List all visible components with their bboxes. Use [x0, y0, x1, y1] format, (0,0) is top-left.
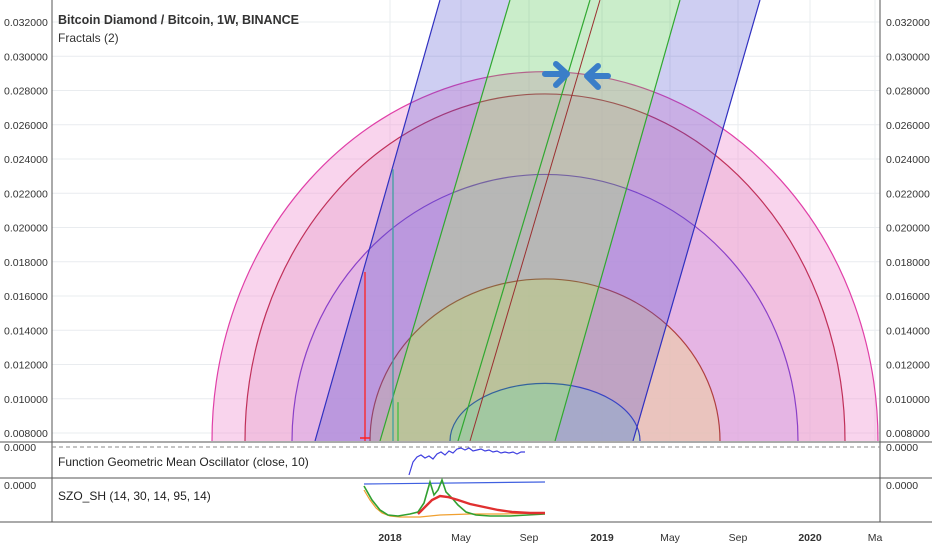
- y-tick-label-right: 0.024000: [886, 154, 930, 166]
- channel-band: [555, 0, 760, 441]
- oscillator2-pane[interactable]: 0.0000 0.0000: [4, 477, 918, 518]
- osc2-green-line: [363, 477, 546, 517]
- fib-arc-line: [449, 382, 641, 441]
- fib-arc-line: [291, 173, 799, 441]
- x-tick-label: 2020: [798, 532, 822, 544]
- y-tick-label-left: 0.010000: [4, 394, 48, 406]
- y-tick-label-left: 0.030000: [4, 51, 48, 63]
- fib-arc-fill: [370, 278, 720, 441]
- channel-band: [315, 0, 510, 441]
- price-grid: [52, 0, 880, 441]
- y-tick-label-left: 0.026000: [4, 120, 48, 132]
- y-tick-label-left: 0.012000: [4, 360, 48, 372]
- channel-center-line: [469, 0, 601, 441]
- arrow-right-icon: [542, 61, 570, 88]
- oscillator1-pane[interactable]: 0.0000 0.0000: [4, 442, 918, 476]
- oscillator1-label[interactable]: Function Geometric Mean Oscillator (clos…: [58, 455, 309, 469]
- arrow-left-icon: [584, 63, 611, 90]
- y-tick-label-right: 0.012000: [886, 360, 930, 372]
- annotation-arrows[interactable]: [542, 61, 611, 90]
- y-tick-label-right: 0.010000: [886, 394, 930, 406]
- y-tick-label-right: 0.018000: [886, 257, 930, 269]
- y-tick-label-right: 0.020000: [886, 223, 930, 235]
- y-tick-label-right: 0.032000: [886, 17, 930, 29]
- oscillator2-label[interactable]: SZO_SH (14, 30, 14, 95, 14): [58, 489, 211, 503]
- y-tick-label-right: 0.016000: [886, 291, 930, 303]
- channel-line: [379, 0, 511, 441]
- fib-arc-line: [244, 93, 846, 441]
- y-tick-label-right: 0.026000: [886, 120, 930, 132]
- osc1-right-scale-label: 0.0000: [886, 442, 918, 454]
- x-tick-label: Ma: [868, 532, 883, 544]
- osc2-orange-line: [363, 489, 546, 518]
- osc2-blue-level: [363, 481, 546, 485]
- y-tick-label-left: 0.008000: [4, 428, 48, 440]
- fib-speed-arcs[interactable]: [211, 71, 879, 441]
- price-axis[interactable]: 0.008000 0.008000 0.010000 0.010000 0.012000…: [4, 17, 930, 440]
- y-tick-label-left: 0.024000: [4, 154, 48, 166]
- y-tick-label-left: 0.016000: [4, 291, 48, 303]
- y-tick-label-left: 0.028000: [4, 86, 48, 98]
- x-tick-label: 2019: [590, 532, 614, 544]
- channel-band: [380, 0, 590, 441]
- y-tick-label-left: 0.018000: [4, 257, 48, 269]
- y-tick-label-left: 0.032000: [4, 17, 48, 29]
- x-tick-label: May: [660, 532, 681, 544]
- channel-line: [314, 0, 441, 441]
- y-tick-label-left: 0.022000: [4, 188, 48, 200]
- study-label-fractals[interactable]: Fractals (2): [58, 31, 119, 45]
- y-tick-label-right: 0.028000: [886, 86, 930, 98]
- main-pane-background[interactable]: [0, 0, 880, 441]
- channel-band: [458, 0, 680, 441]
- price-series: [360, 169, 399, 441]
- fib-arc-fill: [292, 174, 798, 441]
- osc2-right-scale-label: 0.0000: [886, 480, 918, 492]
- channel-line: [632, 0, 761, 441]
- symbol-title[interactable]: Bitcoin Diamond / Bitcoin, 1W, BINANCE: [58, 13, 299, 27]
- y-tick-label-left: 0.020000: [4, 223, 48, 235]
- osc1-blue-line: [408, 447, 525, 476]
- x-tick-label: 2018: [378, 532, 402, 544]
- y-tick-label-right: 0.014000: [886, 325, 930, 337]
- fib-arc-fill: [245, 93, 845, 441]
- channel-line: [554, 0, 681, 441]
- time-axis[interactable]: 2018 May Sep 2019 May Sep 2020 Ma: [378, 532, 882, 544]
- y-tick-label-right: 0.030000: [886, 51, 930, 63]
- x-tick-label: Sep: [729, 532, 748, 544]
- y-tick-label-left: 0.014000: [4, 325, 48, 337]
- fib-arc-line: [369, 278, 721, 441]
- osc1-left-scale-label: 0.0000: [4, 442, 36, 454]
- y-tick-label-right: 0.008000: [886, 428, 930, 440]
- parallel-channel[interactable]: [314, 0, 761, 441]
- osc2-red-line: [417, 494, 545, 515]
- fib-arc-fill: [212, 71, 879, 441]
- y-tick-label-right: 0.022000: [886, 188, 930, 200]
- x-tick-label: May: [451, 532, 472, 544]
- osc2-left-scale-label: 0.0000: [4, 480, 36, 492]
- fib-arc-fill: [450, 383, 640, 441]
- x-tick-label: Sep: [520, 532, 539, 544]
